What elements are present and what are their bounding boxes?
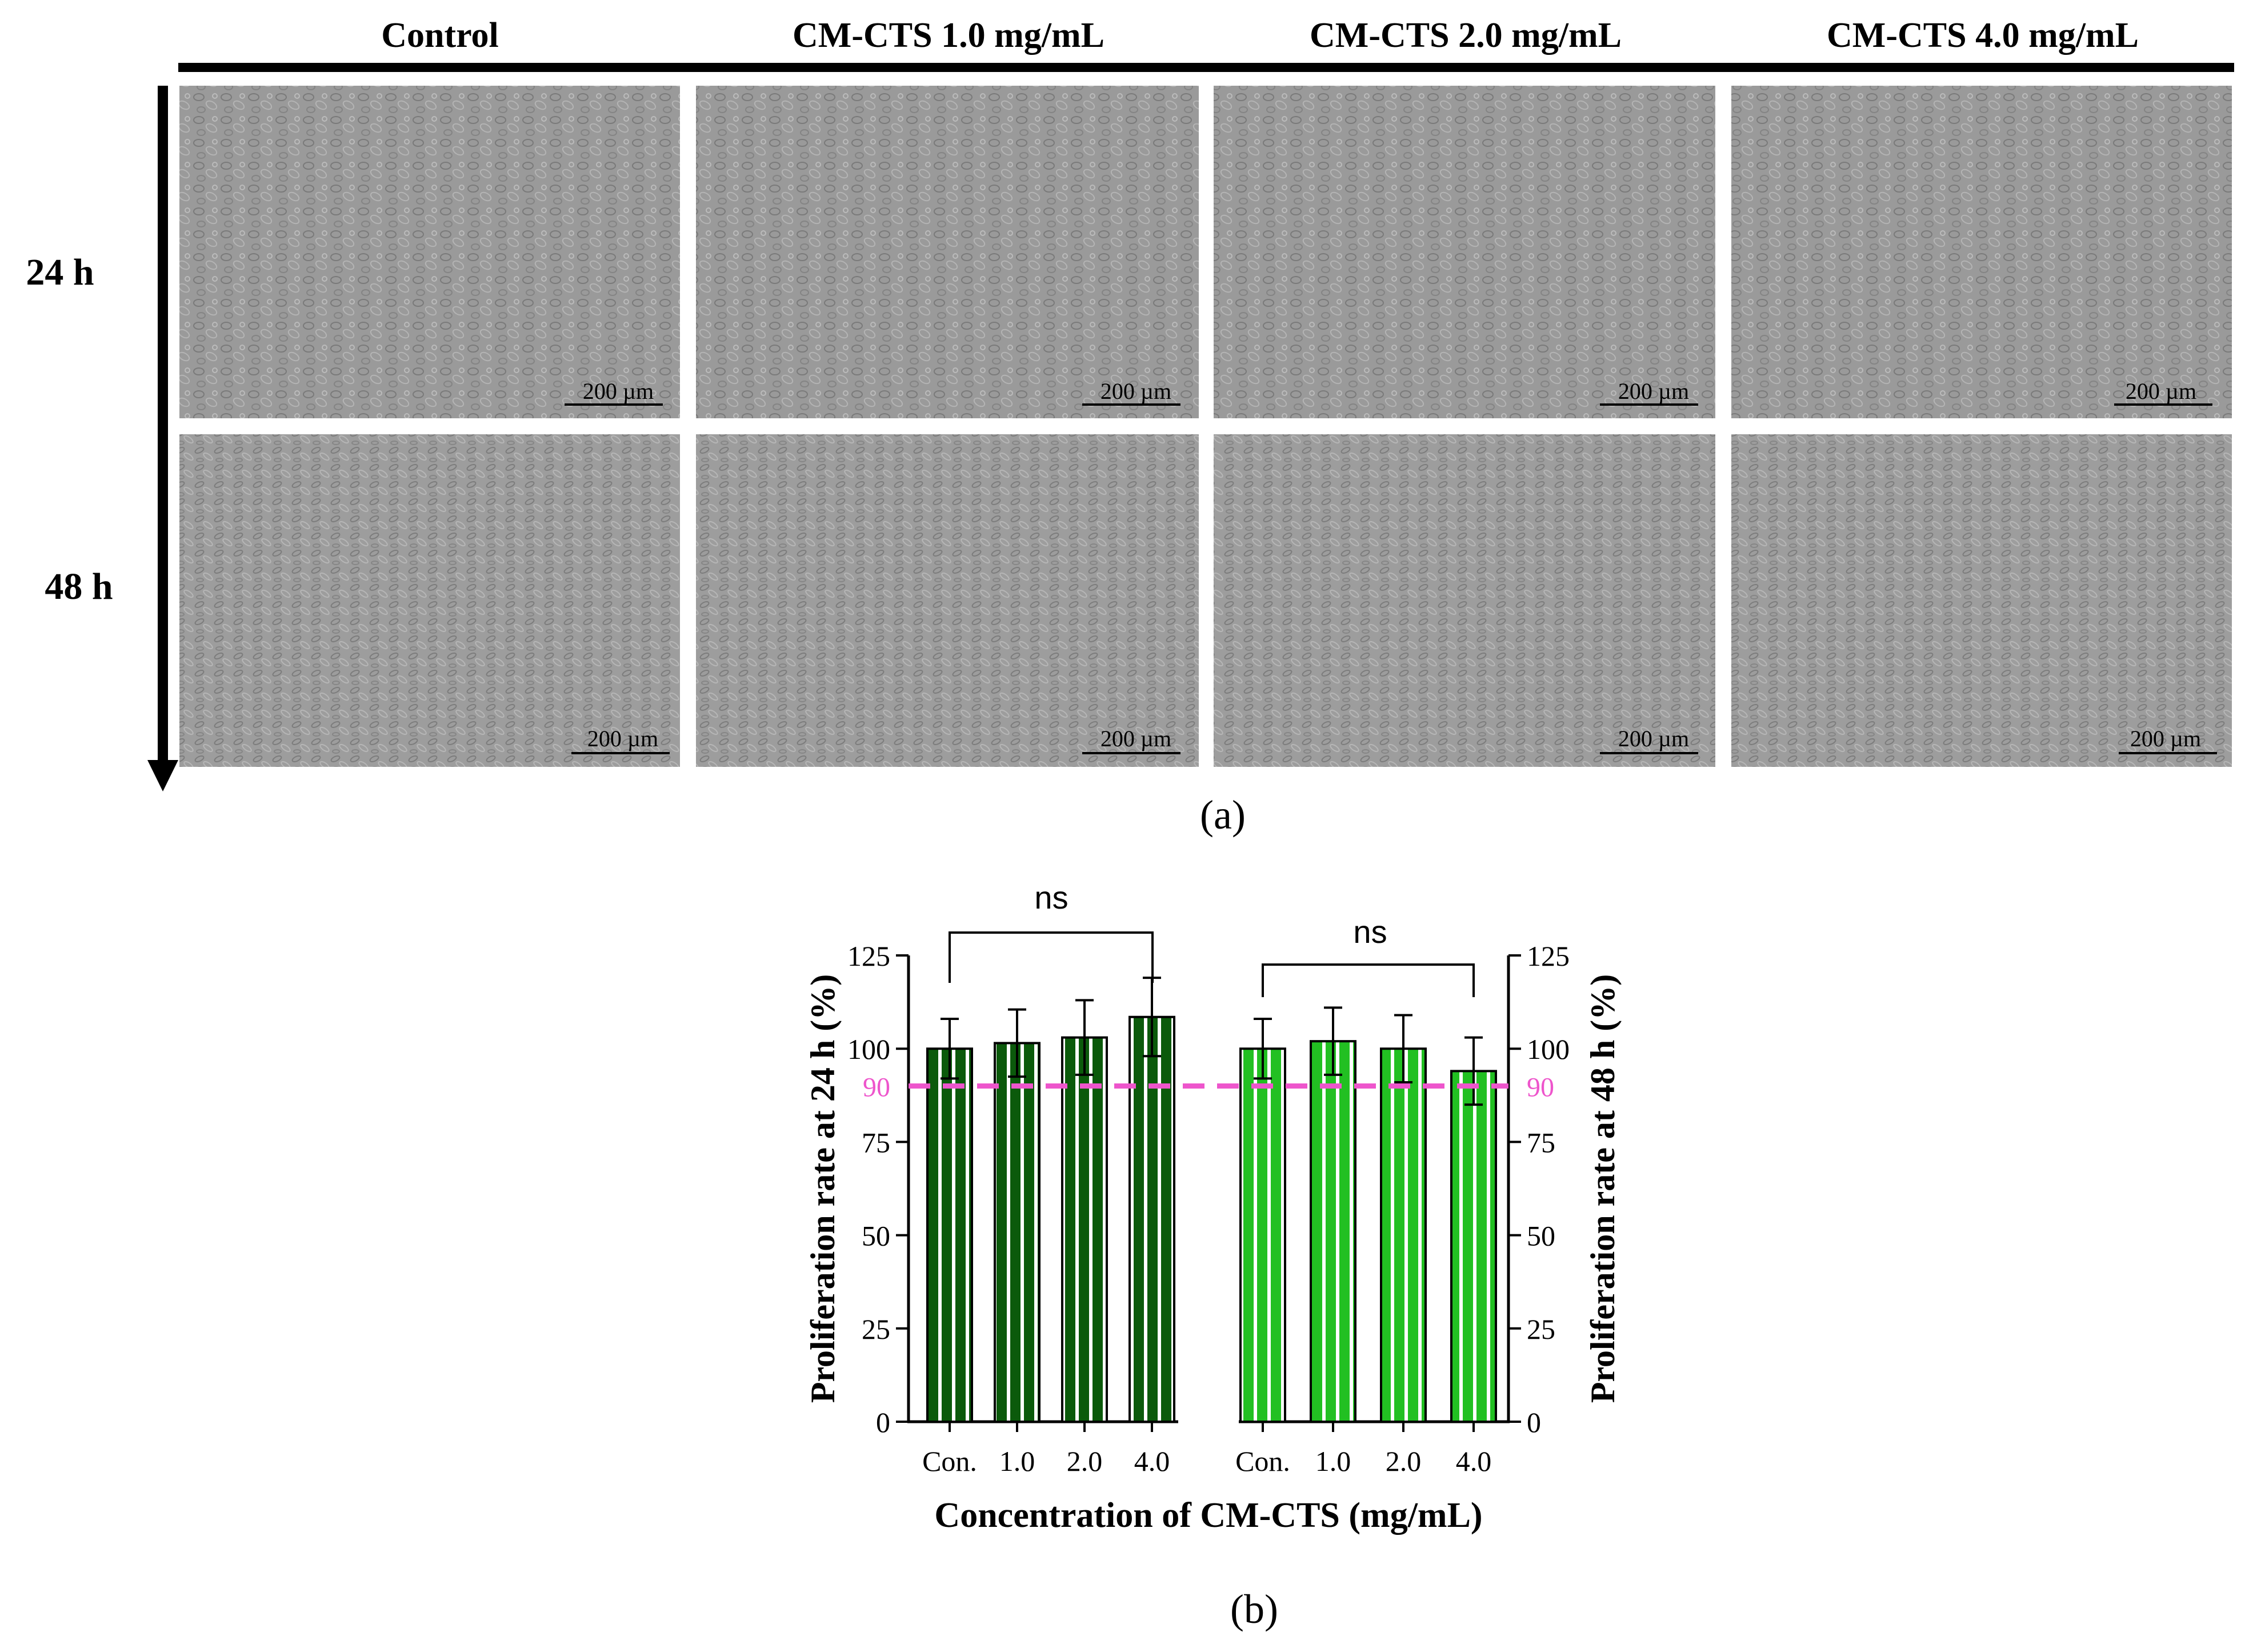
x-axis-label: Concentration of CM-CTS (mg/mL) xyxy=(934,1496,1482,1535)
proliferation-chart: Proliferation rate at 24 h (%) Prolifera… xyxy=(804,879,1622,1632)
scale-bar-label: 200 µm xyxy=(2130,726,2201,751)
left-y-tick-label: 50 xyxy=(862,1220,890,1252)
column-header: CM-CTS 4.0 mg/mL xyxy=(1827,16,2139,55)
scale-bar-label: 200 µm xyxy=(2126,378,2196,404)
row-label: 24 h xyxy=(26,251,94,293)
micrograph-24h-2mg: 200 µm xyxy=(1214,86,1715,418)
right-y-tick-label: 50 xyxy=(1527,1220,1555,1252)
left-y-tick-label: 100 xyxy=(847,1033,890,1065)
left-y-tick-label: 75 xyxy=(862,1126,890,1158)
scale-bar-label: 200 µm xyxy=(1101,378,1171,404)
bar xyxy=(1061,1036,1108,1423)
right-y-tick-label: 0 xyxy=(1527,1406,1541,1438)
x-tick-label: Con. xyxy=(1235,1445,1290,1477)
column-header: CM-CTS 1.0 mg/mL xyxy=(793,16,1105,55)
x-tick-label: Con. xyxy=(922,1445,977,1477)
x-tick-label: 1.0 xyxy=(1315,1445,1351,1477)
reference-line-label-left: 90 xyxy=(863,1072,890,1102)
column-header: Control xyxy=(381,16,499,55)
scale-bar-label: 200 µm xyxy=(1618,378,1689,404)
scale-bar-label: 200 µm xyxy=(583,378,654,404)
right-y-tick-label: 75 xyxy=(1527,1126,1555,1158)
significance-bracket-24h xyxy=(949,931,1154,983)
left-y-tick-label: 25 xyxy=(862,1313,890,1345)
micrograph-48h-4mg: 200 µm xyxy=(1731,434,2232,767)
right-y-axis-label: Proliferation rate at 48 h (%) xyxy=(1584,974,1622,1403)
bar xyxy=(994,1042,1041,1423)
time-axis-arrow-shaft xyxy=(158,86,168,771)
reference-line-label-right: 90 xyxy=(1527,1072,1554,1102)
x-tick-label: 4.0 xyxy=(1134,1445,1170,1477)
left-y-tick-label: 125 xyxy=(847,940,890,972)
micrograph-48h-1mg: 200 µm xyxy=(696,434,1199,767)
left-y-axis-label: Proliferation rate at 24 h (%) xyxy=(804,974,842,1403)
panel-a-caption: (a) xyxy=(1200,792,1246,838)
bar xyxy=(1380,1047,1427,1423)
micrograph-24h-control: 200 µm xyxy=(179,86,680,418)
x-tick-label: 2.0 xyxy=(1067,1445,1103,1477)
x-tick-label: 1.0 xyxy=(999,1445,1035,1477)
panel-b-caption: (b) xyxy=(1230,1586,1278,1632)
bar xyxy=(1128,1015,1175,1423)
micrograph-48h-control: 200 µm xyxy=(179,434,680,767)
right-y-tick-label: 100 xyxy=(1527,1033,1570,1065)
significance-bracket-48h xyxy=(1262,963,1475,997)
header-rule xyxy=(178,63,2234,72)
x-tick-label: 4.0 xyxy=(1456,1445,1492,1477)
significance-label-48h: ns xyxy=(1353,914,1387,950)
right-y-tick-label: 25 xyxy=(1527,1313,1555,1345)
left-y-tick-label: 0 xyxy=(876,1406,890,1438)
scale-bar-label: 200 µm xyxy=(587,726,658,751)
time-axis-arrow-head xyxy=(147,760,178,791)
bar xyxy=(1239,1047,1286,1423)
row-label: 48 h xyxy=(45,566,113,607)
micrograph-24h-1mg: 200 µm xyxy=(696,86,1199,418)
chart-marks: 0 0 25 25 50 50 75 75 100 100 125 125 Con. 1.0 2.0 4.0 C… xyxy=(847,940,1570,1477)
scale-bar-label: 200 µm xyxy=(1101,726,1171,751)
right-y-tick-label: 125 xyxy=(1527,940,1570,972)
micrograph-48h-2mg: 200 µm xyxy=(1214,434,1715,767)
panel-a: Control CM-CTS 1.0 mg/mL CM-CTS 2.0 mg/m… xyxy=(26,16,2234,838)
column-header: CM-CTS 2.0 mg/mL xyxy=(1310,16,1622,55)
significance-label-24h: ns xyxy=(1034,879,1068,915)
micrograph-24h-4mg: 200 µm xyxy=(1731,86,2232,418)
bar xyxy=(1310,1040,1356,1423)
scale-bar-label: 200 µm xyxy=(1618,726,1689,751)
x-tick-label: 2.0 xyxy=(1386,1445,1422,1477)
bar xyxy=(926,1047,973,1423)
bar xyxy=(1450,1070,1497,1423)
